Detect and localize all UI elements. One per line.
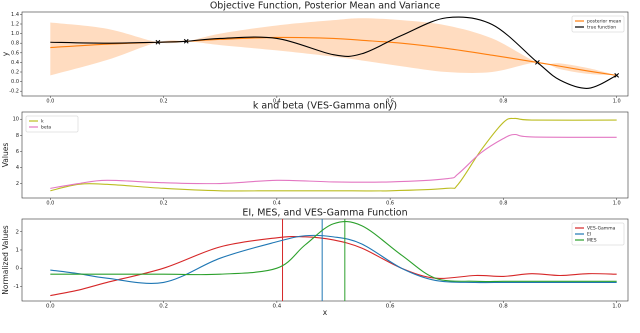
y-tick-label: 1.0	[11, 31, 19, 37]
series-line	[50, 117, 617, 192]
series-line	[50, 235, 617, 297]
legend-label: VES-Gamma	[587, 226, 616, 232]
x-tick-label: 0.6	[386, 99, 394, 105]
x-tick-label: 0.2	[160, 201, 168, 207]
x-tick-label: 0.6	[386, 304, 395, 310]
x-tick-label: 0.6	[386, 201, 394, 207]
legend-box	[571, 15, 625, 33]
x-tick-label: 0.8	[499, 304, 508, 310]
legend-label: beta	[41, 125, 51, 131]
y-tick-label: 1	[16, 247, 20, 253]
chart-title: EI, MES, and VES-Gamma Function	[242, 208, 407, 219]
legend-label: EI	[587, 232, 591, 238]
y-tick-label: -0.2	[9, 89, 19, 95]
y-tick-label: -1	[14, 284, 19, 290]
x-axis-label: x	[323, 308, 328, 317]
y-tick-label: 0.8	[11, 41, 19, 47]
y-tick-label: 0.2	[11, 70, 19, 76]
y-tick-label: 4	[16, 165, 19, 171]
legend-label: posterior mean	[587, 19, 622, 25]
y-tick-label: 8	[16, 133, 19, 139]
y-axis-label: y	[1, 51, 10, 56]
y-tick-label: 0	[16, 266, 20, 272]
x-tick-label: 0.2	[159, 304, 168, 310]
x-tick-label: 0.0	[46, 201, 54, 207]
legend-label: k	[41, 119, 44, 125]
chart-title: Objective Function, Posterior Mean and V…	[210, 1, 441, 12]
legend-box	[25, 115, 79, 133]
y-tick-label: 2	[16, 229, 20, 235]
y-axis-label: Normalized Values	[1, 225, 10, 295]
x-tick-label: 0.2	[160, 99, 168, 105]
series-line	[50, 234, 617, 284]
observation	[535, 60, 540, 65]
observation	[155, 39, 161, 45]
legend-box	[571, 222, 625, 246]
plot-area	[21, 218, 629, 302]
observation	[614, 73, 620, 78]
legend-label: MES	[587, 238, 597, 244]
x-tick-label: 1.0	[612, 304, 621, 310]
y-tick-label: 1.2	[11, 22, 19, 28]
y-tick-label: 1.4	[11, 12, 19, 18]
series-line	[50, 221, 617, 283]
series-line	[50, 16, 617, 89]
y-axis-label: Values	[1, 143, 10, 168]
y-tick-label: 6	[16, 149, 19, 155]
plot-area	[21, 111, 629, 199]
y-tick-label: 0.6	[11, 50, 19, 56]
y-tick-label: 0.0	[11, 79, 19, 85]
legend-label: true function	[587, 25, 616, 31]
variance-band	[50, 18, 617, 76]
x-tick-label: 0.8	[499, 201, 507, 207]
x-tick-label: 0.4	[273, 201, 281, 207]
x-tick-label: 0.0	[46, 99, 54, 105]
x-tick-label: 0.4	[272, 304, 281, 310]
x-tick-label: 0.0	[46, 304, 55, 310]
y-tick-label: 2	[16, 181, 19, 187]
y-tick-label: 0.4	[11, 60, 19, 66]
x-tick-label: 1.0	[613, 201, 621, 207]
chart-title: k and beta (VES-Gamma only)	[253, 101, 397, 112]
x-tick-label: 1.0	[613, 99, 621, 105]
observation	[183, 38, 189, 44]
y-tick-label: 10	[13, 117, 19, 123]
x-tick-label: 0.4	[273, 99, 281, 105]
series-line	[50, 133, 617, 189]
x-tick-label: 0.8	[499, 99, 507, 105]
